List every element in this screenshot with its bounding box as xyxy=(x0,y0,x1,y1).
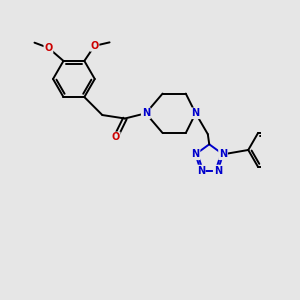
Text: N: N xyxy=(191,149,200,159)
Text: N: N xyxy=(142,108,150,118)
Text: O: O xyxy=(44,43,52,53)
Text: F: F xyxy=(299,145,300,155)
Text: O: O xyxy=(112,132,120,142)
Text: N: N xyxy=(197,166,205,176)
Text: N: N xyxy=(219,149,227,159)
Text: O: O xyxy=(90,41,99,51)
Text: N: N xyxy=(192,108,200,118)
Text: N: N xyxy=(214,166,222,176)
Text: N: N xyxy=(142,108,150,118)
